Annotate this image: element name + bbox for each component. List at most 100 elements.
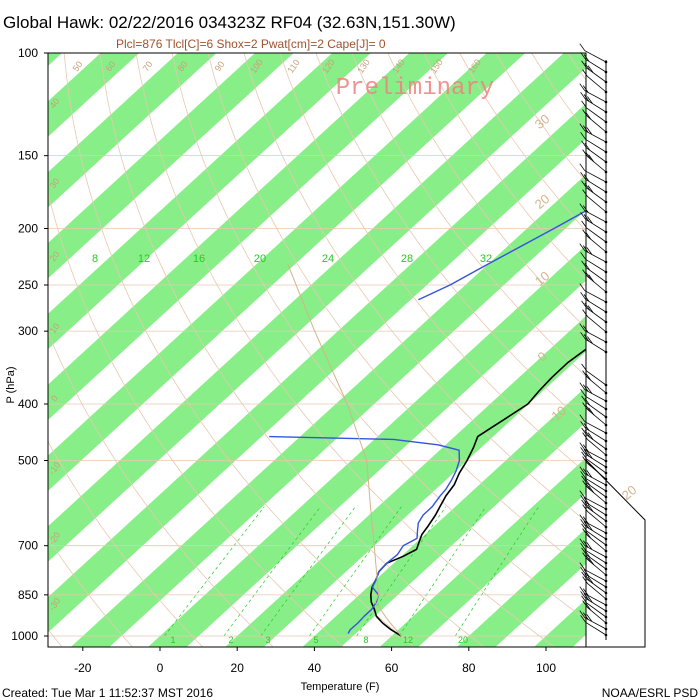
- wind-barb-dot: [604, 330, 608, 334]
- wind-barb-dot: [604, 465, 608, 469]
- wind-barb-feather: [579, 323, 586, 331]
- wind-barb-dot: [604, 383, 608, 387]
- wind-barb-staff: [584, 473, 607, 486]
- wind-barb-feather: [587, 504, 594, 512]
- y-tick-label: 300: [18, 324, 38, 338]
- isobars: [48, 53, 586, 637]
- wind-barb-staff: [586, 578, 607, 594]
- wind-barb-staff: [586, 147, 607, 163]
- wind-barb-dot: [604, 603, 608, 607]
- wind-barb-staff: [584, 389, 607, 402]
- wind-barb-feather: [580, 471, 586, 479]
- mixing-ratio-label: 8: [92, 253, 98, 265]
- mixing-ratio-low-label: 12: [403, 635, 413, 645]
- wind-barb-feather: [588, 274, 595, 282]
- wind-barb-staff: [585, 58, 607, 73]
- wind-barb-staff: [587, 156, 607, 173]
- credit-label: NOAA/ESRL PSD: [602, 686, 699, 700]
- mixing-ratio-line: [260, 506, 356, 637]
- wind-barb-staff: [586, 402, 607, 418]
- wind-barb-dot: [604, 489, 608, 493]
- wind-barb-dot: [604, 90, 608, 94]
- wind-barb-dot: [604, 621, 608, 625]
- isotherm-band: [48, 53, 140, 137]
- wind-barb-feather: [579, 283, 586, 291]
- wind-barb-feather: [580, 447, 586, 455]
- wind-barb-feather: [587, 305, 594, 313]
- isotherm-band: [687, 40, 700, 648]
- x-axis-label: Temperature (F): [301, 681, 380, 693]
- wind-barb-staff: [585, 597, 607, 612]
- mixing-ratio-low-label: 1: [170, 635, 175, 645]
- theta-left-label: 10: [48, 321, 62, 335]
- isotherm-band: [456, 528, 586, 647]
- wind-barb-staff: [587, 535, 607, 552]
- wind-barb-staff: [585, 298, 607, 313]
- wind-barb-feather: [579, 203, 586, 211]
- dry-adiabat: [676, 53, 700, 648]
- x-tick-label: 100: [536, 661, 556, 675]
- dry-adiabat: [243, 53, 586, 522]
- wind-barb-feather: [579, 83, 586, 91]
- wind-barb-staff: [586, 67, 607, 83]
- wind-barb-feather: [586, 247, 593, 255]
- mixing-ratio-label: 16: [193, 253, 205, 265]
- wind-barb-feather: [579, 163, 586, 171]
- theta-top-label: 80: [176, 59, 190, 73]
- y-tick-label: 1000: [11, 629, 38, 643]
- isotherm-band: [48, 53, 586, 562]
- wind-barb-staff: [584, 593, 607, 606]
- dry-adiabat: [279, 53, 586, 474]
- wind-barb-staff: [585, 501, 607, 516]
- x-axis: -20 0 20 40 60 80 100: [74, 647, 556, 675]
- wind-barb-dot: [604, 415, 608, 419]
- isotherm-band: [48, 53, 526, 491]
- wind-barb-dot: [604, 495, 608, 499]
- wind-barb-feather: [582, 149, 588, 157]
- wind-barb-feather: [585, 602, 592, 611]
- wind-barb-staff: [587, 316, 607, 333]
- wind-barb-feather: [586, 542, 593, 550]
- wind-barb-feather: [579, 610, 586, 618]
- wind-barb-dot: [604, 270, 608, 274]
- wind-barb-staff: [585, 549, 607, 564]
- theta-label: 20: [619, 482, 640, 503]
- wind-barb-dot: [604, 525, 608, 529]
- wind-barb-feather: [580, 591, 586, 599]
- theta-top-label: 90: [213, 59, 227, 73]
- wind-barb-staff: [584, 170, 607, 183]
- wind-barb-feather: [580, 567, 586, 575]
- wind-barb-feather: [582, 370, 588, 378]
- y-tick-label: 850: [18, 588, 38, 602]
- wind-barb-dot: [604, 100, 608, 104]
- wind-barb-dot: [604, 200, 608, 204]
- mixing-ratio-low-label: 20: [458, 635, 468, 645]
- wind-barb-dot: [604, 160, 608, 164]
- dry-adiabat: [99, 53, 485, 647]
- wind-barb-staff: [584, 130, 607, 143]
- wind-barb-feather: [586, 127, 593, 135]
- y-tick-label: 700: [18, 539, 38, 553]
- wind-barb-dot: [604, 567, 608, 571]
- mixing-ratio-low-label: 2: [228, 635, 233, 645]
- wind-barb-dot: [604, 170, 608, 174]
- mixing-ratio-label: 20: [254, 253, 266, 265]
- wind-barb-dot: [604, 543, 608, 547]
- wind-barb-staff: [585, 621, 607, 636]
- wind-barb-feather: [586, 470, 593, 478]
- dry-adiabat: [640, 53, 700, 648]
- wind-barb-feather: [579, 414, 586, 422]
- wind-barb-dot: [604, 579, 608, 583]
- isotherm-band: [48, 53, 449, 421]
- wind-barb-feather: [579, 514, 586, 522]
- theta-top-label: 70: [141, 59, 155, 73]
- wind-barb-staff: [586, 187, 607, 203]
- wind-barb-dot: [604, 453, 608, 457]
- dry-adiabat: [315, 53, 586, 426]
- x-tick-label: 40: [308, 661, 322, 675]
- wind-barb-feather: [582, 229, 588, 237]
- series-parcel: [287, 263, 402, 637]
- dry-adiabat: [63, 53, 415, 647]
- wind-barb-staff: [587, 559, 607, 576]
- wind-barb-feather: [587, 523, 593, 531]
